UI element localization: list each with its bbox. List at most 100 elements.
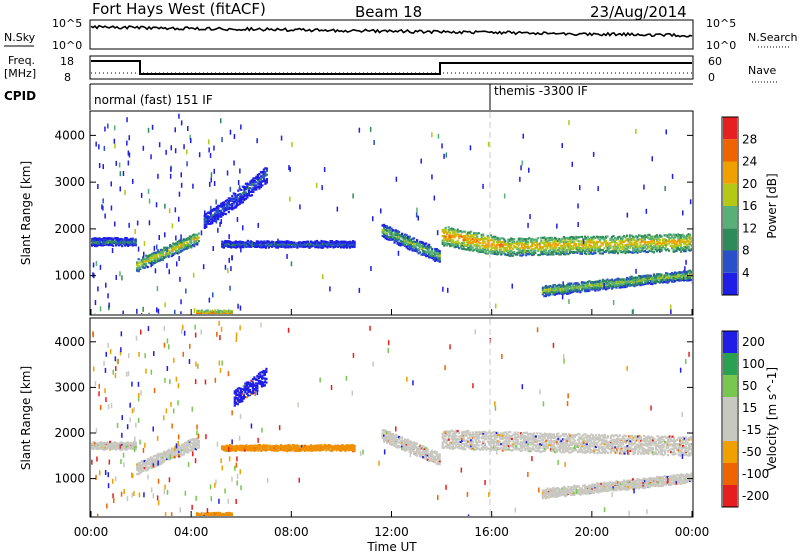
power-cell: [655, 243, 659, 246]
power-cell: [565, 251, 568, 254]
velocity-cell: [248, 390, 251, 393]
velocity-cell: [260, 381, 263, 384]
power-cell: [431, 255, 434, 258]
power-cell: [148, 257, 151, 260]
power-cell: [643, 238, 647, 241]
power-cell: [226, 204, 229, 207]
power-cell: [529, 238, 532, 241]
power-cell: [663, 275, 666, 278]
velocity-cell: [158, 463, 161, 466]
power-cell: [170, 249, 173, 252]
power-cell: [175, 242, 178, 245]
power-cell: [655, 246, 659, 249]
power-cell: [689, 236, 692, 239]
power-cell: [665, 272, 668, 275]
power-cell: [342, 242, 346, 245]
power-noise-mark: [137, 246, 140, 252]
power-cell: [621, 283, 624, 286]
power-cell: [564, 237, 567, 240]
velocity-cell: [242, 447, 245, 451]
power-cell: [122, 241, 125, 244]
power-cell: [184, 247, 187, 250]
velocity-cell: [244, 391, 247, 394]
velocity-cell: [98, 444, 101, 447]
power-cell: [474, 237, 477, 240]
power-cell: [305, 240, 308, 243]
power-cell: [559, 240, 562, 243]
power-cell: [665, 274, 668, 277]
power-cell: [517, 250, 520, 253]
power-cell: [422, 241, 425, 244]
power-cell: [303, 243, 307, 247]
power-cell: [209, 215, 212, 218]
power-cell: [570, 245, 573, 248]
power-cell: [285, 242, 288, 245]
power-cell: [431, 253, 434, 256]
power-cell: [485, 237, 488, 240]
power-cell: [464, 238, 467, 241]
velocity-cell: [265, 377, 268, 380]
power-cell: [142, 262, 145, 265]
power-cell: [179, 245, 182, 248]
power-cell: [393, 232, 396, 235]
power-cell: [259, 178, 262, 181]
power-cell: [547, 244, 550, 247]
power-cell: [209, 221, 212, 224]
power-cell: [444, 237, 447, 240]
power-colorbar-segment: [723, 117, 737, 140]
velocity-cell: [172, 451, 175, 454]
power-cell: [595, 285, 598, 288]
power-cell: [628, 284, 632, 287]
power-noise-mark: [155, 202, 158, 208]
power-cell: [619, 240, 623, 243]
power-cell: [396, 234, 399, 237]
power-cell: [483, 248, 486, 251]
power-cell: [559, 239, 562, 242]
velocity-cell: [234, 445, 237, 448]
power-noise-mark: [158, 235, 160, 240]
power-cell: [223, 204, 226, 207]
velocity-cell: [158, 454, 161, 458]
power-cell: [621, 247, 624, 250]
velocity-cell: [170, 447, 173, 450]
power-noise-mark: [369, 126, 372, 132]
power-cell: [494, 252, 497, 255]
power-cell: [625, 247, 629, 251]
power-cell: [658, 245, 662, 248]
power-cell: [243, 188, 246, 191]
power-cell: [217, 211, 220, 214]
velocity-cell: [92, 445, 95, 448]
power-cell: [601, 282, 604, 285]
power-cell: [157, 257, 160, 260]
velocity-cell: [151, 465, 154, 468]
power-cell: [293, 241, 296, 244]
velocity-cell: [104, 444, 107, 447]
power-cell: [538, 253, 541, 257]
power-cell: [387, 238, 390, 241]
velocity-cell: [167, 456, 170, 459]
power-cell: [616, 283, 620, 286]
power-cell: [145, 262, 148, 265]
power-cell: [449, 228, 452, 231]
power-cell: [125, 240, 128, 243]
power-cell: [148, 254, 151, 257]
power-cell: [226, 199, 229, 202]
nave-label: Nave: [748, 64, 776, 77]
power-cell: [677, 244, 680, 247]
velocity-cell: [118, 445, 121, 448]
power-cell: [163, 249, 166, 252]
power-cell: [109, 241, 112, 244]
power-cell: [651, 246, 654, 249]
power-cell: [458, 230, 461, 233]
velocity-cell: [109, 440, 112, 443]
power-cell: [142, 266, 145, 269]
velocity-cell: [250, 392, 253, 395]
velocity-cell: [109, 442, 112, 446]
power-noise-mark: [164, 302, 166, 308]
power-cell: [510, 252, 513, 255]
power-cell: [404, 243, 407, 246]
power-cell: [592, 287, 595, 290]
power-cell: [674, 250, 677, 253]
power-cell: [264, 167, 267, 170]
power-cell: [256, 177, 259, 180]
